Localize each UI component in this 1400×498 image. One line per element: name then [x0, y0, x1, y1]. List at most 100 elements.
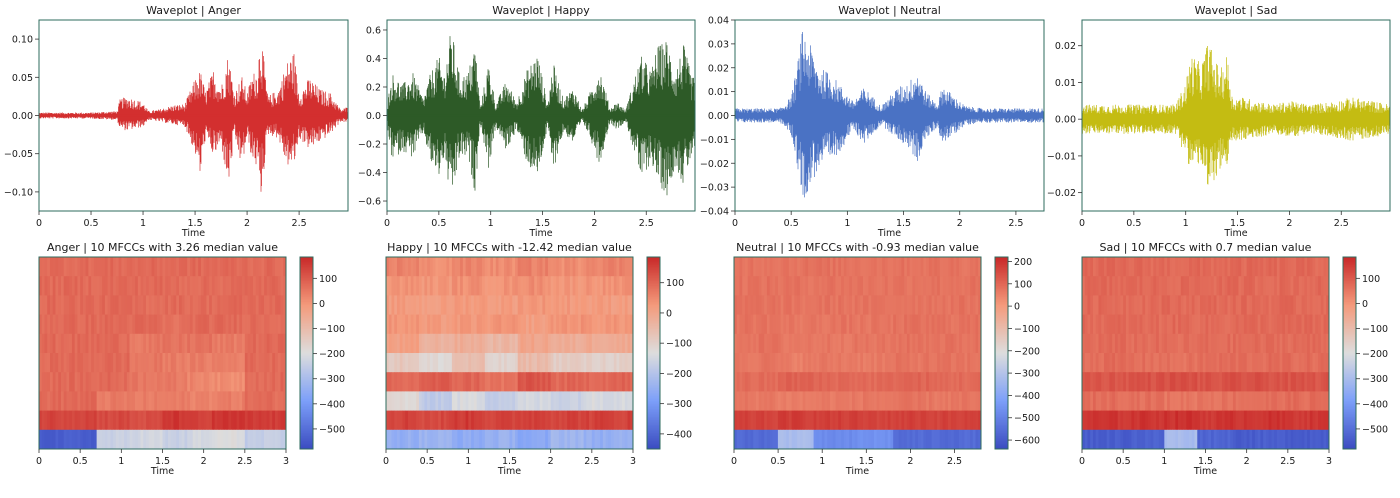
mfcc-cell	[1131, 314, 1135, 335]
mfcc-cell	[862, 295, 867, 315]
mfcc-cell	[484, 257, 488, 277]
mfcc-cell	[1194, 314, 1198, 335]
mfcc-cell	[1271, 353, 1275, 373]
mfcc-cell	[830, 257, 834, 277]
mfcc-cell	[586, 314, 590, 335]
mfcc-cell	[1117, 276, 1121, 296]
mfcc-cell	[961, 429, 965, 450]
mfcc-cell	[501, 257, 505, 277]
mfcc-cell	[766, 276, 771, 296]
mfcc-cell	[102, 276, 106, 296]
mfcc-cell	[1312, 257, 1316, 277]
mfcc-cell	[460, 257, 464, 277]
mfcc-cell	[553, 295, 557, 315]
colorbar-segment	[995, 346, 1008, 349]
mfcc-cell	[580, 353, 584, 373]
colorbar-segment	[995, 433, 1008, 436]
mfcc-cell	[970, 391, 974, 411]
mfcc-cell	[1249, 314, 1253, 335]
mfcc-cell	[978, 429, 982, 450]
colorbar-segment	[300, 364, 313, 367]
mfcc-cell	[536, 257, 541, 277]
mfcc-cell	[424, 353, 428, 373]
colorbar-segment	[300, 396, 313, 399]
mfcc-cell	[126, 429, 130, 450]
mfcc-cell	[66, 429, 70, 450]
mfcc-cell	[810, 257, 814, 277]
mfcc-cell	[959, 333, 963, 354]
mfcc-cell	[1216, 314, 1220, 335]
mfcc-cell	[498, 391, 502, 411]
mfcc-cell	[410, 257, 414, 277]
mfcc-cell	[85, 410, 89, 431]
mfcc-cell	[525, 429, 530, 450]
mfcc-cell	[1158, 353, 1162, 373]
mfcc-cell	[1128, 257, 1132, 277]
y-tick-label: −0.6	[358, 197, 381, 208]
mfcc-cell	[1180, 276, 1184, 296]
mfcc-cell	[550, 372, 554, 392]
mfcc-cell	[906, 391, 911, 411]
mfcc-cell	[1158, 314, 1162, 335]
mfcc-cell	[198, 429, 202, 450]
mfcc-cell	[890, 295, 894, 315]
mfcc-cell	[1252, 429, 1256, 450]
mfcc-cell	[1290, 410, 1294, 431]
mfcc-cell	[504, 257, 508, 277]
mfcc-cell	[964, 353, 968, 373]
mfcc-cell	[753, 372, 757, 392]
mfcc-cell	[143, 314, 147, 335]
mfcc-cell	[539, 333, 543, 354]
mfcc-cell	[1287, 391, 1291, 411]
mfcc-cell	[110, 295, 114, 315]
mfcc-cell	[975, 276, 979, 296]
mfcc-cell	[775, 391, 779, 411]
mfcc-cell	[1128, 391, 1132, 411]
mfcc-cell	[901, 257, 905, 277]
colorbar-segment	[647, 356, 660, 359]
mfcc-cell	[783, 314, 787, 335]
mfcc-cell	[162, 257, 166, 277]
mfcc-cell	[520, 314, 524, 335]
mfcc-cell	[948, 429, 952, 450]
mfcc-cell	[220, 333, 224, 354]
mfcc-cell	[167, 276, 172, 296]
mfcc-cell	[424, 295, 428, 315]
mfcc-cell	[1092, 333, 1097, 354]
colorbar-segment	[647, 276, 660, 279]
mfcc-cell	[88, 372, 92, 392]
mfcc-cell	[1241, 353, 1245, 373]
mfcc-cell	[266, 314, 270, 335]
mfcc-cell	[159, 410, 163, 431]
mfcc-cell	[277, 391, 281, 411]
mfcc-cell	[1318, 353, 1322, 373]
mfcc-cell	[1197, 429, 1201, 450]
mfcc-cell	[1164, 295, 1168, 315]
mfcc-cell	[780, 429, 784, 450]
mfcc-cell	[418, 353, 423, 373]
colorbar-segment	[300, 269, 313, 272]
mfcc-cell	[608, 257, 612, 277]
mfcc-cell	[1238, 314, 1242, 335]
mfcc-cell	[1092, 372, 1097, 392]
mfcc-cell	[454, 410, 458, 431]
mfcc-cell	[451, 410, 456, 431]
mfcc-cell	[1235, 372, 1239, 392]
mfcc-cell	[849, 353, 853, 373]
mfcc-cell	[575, 333, 579, 354]
mfcc-cell	[253, 295, 257, 315]
mfcc-cell	[49, 257, 54, 277]
mfcc-cell	[602, 333, 606, 354]
mfcc-cell	[906, 353, 911, 373]
mfcc-cell	[66, 257, 70, 277]
mfcc-cell	[236, 429, 240, 450]
mfcc-cell	[597, 353, 601, 373]
mfcc-cell	[277, 276, 281, 296]
mfcc-cell	[217, 410, 221, 431]
mfcc-cell	[137, 333, 141, 354]
mfcc-cell	[917, 333, 922, 354]
colorbar-segment	[1343, 293, 1356, 296]
mfcc-cell	[49, 391, 54, 411]
colorbar-segment	[995, 428, 1008, 431]
